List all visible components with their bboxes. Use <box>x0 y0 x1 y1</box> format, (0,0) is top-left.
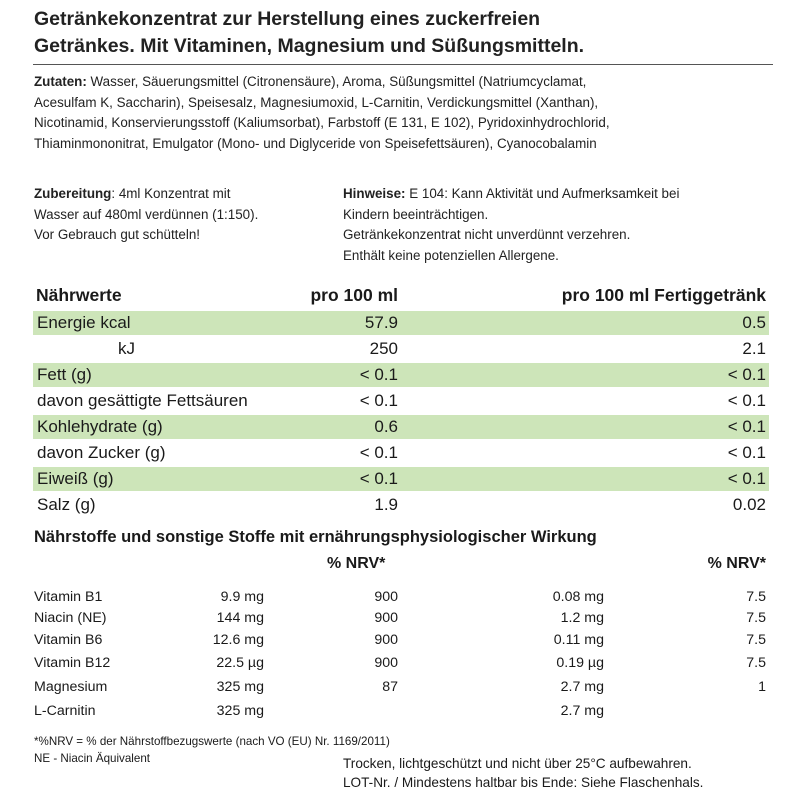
nutrition-row-value: 1.9 <box>374 495 398 514</box>
nutrient-name: Magnesium <box>34 679 108 695</box>
nutrient-nrv-drink: 7.5 <box>746 655 766 671</box>
nutrition-row-label: kJ <box>118 339 135 358</box>
notes-label: Hinweise: <box>343 186 406 201</box>
nutrition-row-label: Salz (g) <box>37 495 96 514</box>
nutrient-amount-drink: 1.2 mg <box>560 610 604 626</box>
preparation-line-1: : 4ml Konzentrat mit <box>111 186 231 201</box>
title-line-1: Getränkekonzentrat zur Herstellung eines… <box>34 8 541 30</box>
nutrition-row-label: Fett (g) <box>37 365 92 384</box>
nutrient-name: Vitamin B12 <box>34 655 111 671</box>
nutrient-amount: 9.9 mg <box>220 589 264 605</box>
nutrient-nrv-drink: 7.5 <box>746 610 766 626</box>
nutrient-nrv: 900 <box>374 632 398 648</box>
nutrient-nrv-drink: 1 <box>758 679 766 695</box>
nutrient-name: Vitamin B1 <box>34 589 103 605</box>
nutrient-amount: 325 mg <box>216 679 264 695</box>
ingredients-line-2: Acesulfam K, Saccharin), Speisesalz, Mag… <box>34 94 599 110</box>
notes-line-4: Enthält keine potenziellen Allergene. <box>343 247 559 263</box>
nutrient-nrv: 900 <box>374 610 398 626</box>
nutrient-nrv: 87 <box>382 679 398 695</box>
footnote-ne: NE - Niacin Äquivalent <box>34 752 150 765</box>
ingredients-line-4: Thiaminmononitrat, Emulgator (Mono- und … <box>34 135 597 151</box>
nutrition-row-highlight <box>33 363 769 387</box>
nutrient-nrv-drink: 7.5 <box>746 632 766 648</box>
nutrient-name: Niacin (NE) <box>34 610 107 626</box>
nutrition-row-value-drink: < 0.1 <box>727 443 766 462</box>
ingredients-label: Zutaten: <box>34 74 87 89</box>
ingredients-line-1: Wasser, Säuerungsmittel (Citronensäure),… <box>86 74 587 89</box>
nutrient-nrv-drink: 7.5 <box>746 589 766 605</box>
nutrition-row-highlight <box>33 311 769 335</box>
nutrition-row-value-drink: 0.02 <box>732 495 766 514</box>
preparation-line-2: Wasser auf 480ml verdünnen (1:150). <box>34 206 259 222</box>
nutrition-row-value-drink: < 0.1 <box>727 365 766 384</box>
nutrition-header-label: Nährwerte <box>36 285 122 305</box>
title-line-2: Getränkes. Mit Vitaminen, Magnesium und … <box>34 35 585 57</box>
nutrition-row-value-drink: < 0.1 <box>727 417 766 436</box>
notes-line-2: Kindern beeinträchtigen. <box>343 206 489 222</box>
preparation-line-3: Vor Gebrauch gut schütteln! <box>34 227 200 242</box>
nutrient-amount-drink: 0.19 µg <box>556 655 604 671</box>
nutrition-header-per100: pro 100 ml <box>310 285 398 305</box>
nutrition-row-label: Kohlehydrate (g) <box>37 417 163 436</box>
title-divider <box>33 64 773 65</box>
nutrition-row-label: Energie kcal <box>37 313 131 332</box>
nutrition-row-value-drink: < 0.1 <box>727 391 766 410</box>
ingredients-block: Zutaten: Wasser, Säuerungsmittel (Citron… <box>34 72 774 154</box>
nutrient-amount-drink: 2.7 mg <box>560 703 604 719</box>
nutrient-amount: 22.5 µg <box>216 655 264 671</box>
ingredients-line-3: Nicotinamid, Konservierungsstoff (Kalium… <box>34 115 610 130</box>
nutrient-amount: 144 mg <box>216 610 264 626</box>
nutrient-amount-drink: 2.7 mg <box>560 679 604 695</box>
nutrition-row-label: davon gesättigte Fettsäuren <box>37 391 248 410</box>
nrv-header-drink: % NRV* <box>707 555 766 572</box>
nutrition-row-value: < 0.1 <box>359 365 398 384</box>
nutrient-amount: 12.6 mg <box>212 632 264 648</box>
nutrition-row-value: < 0.1 <box>359 443 398 462</box>
nrv-header-concentrate: % NRV* <box>327 555 386 572</box>
nutrition-row-value-drink: 0.5 <box>742 313 766 332</box>
nutrition-row-label: Eiweiß (g) <box>37 469 114 488</box>
nutrient-amount-drink: 0.08 mg <box>552 589 604 605</box>
notes-line-1: E 104: Kann Aktivität und Aufmerksamkeit… <box>405 186 680 201</box>
nutrients-section-title: Nährstoffe und sonstige Stoffe mit ernäh… <box>34 528 597 546</box>
nutrient-amount: 325 mg <box>216 703 264 719</box>
nutrient-nrv: 900 <box>374 655 398 671</box>
product-title: Getränkekonzentrat zur Herstellung eines… <box>34 6 794 60</box>
nutrition-row-value: 250 <box>369 339 398 358</box>
storage-line-1: Trocken, lichtgeschützt und nicht über 2… <box>343 756 692 771</box>
nutrition-row-value: 57.9 <box>364 313 398 332</box>
nutrition-header-per100-drink: pro 100 ml Fertiggetränk <box>561 285 766 305</box>
nutrition-row-value: < 0.1 <box>359 391 398 410</box>
preparation-label: Zubereitung <box>34 186 112 201</box>
nutrient-nrv: 900 <box>374 589 398 605</box>
nutrition-row-value: < 0.1 <box>359 469 398 488</box>
nutrition-row-highlight <box>33 415 769 439</box>
notes-block: Hinweise: E 104: Kann Aktivität und Aufm… <box>343 184 783 266</box>
nutrition-row-value-drink: < 0.1 <box>727 469 766 488</box>
footnote-nrv: *%NRV = % der Nährstoffbezugswerte (nach… <box>34 735 390 748</box>
nutrient-name: Vitamin B6 <box>34 632 103 648</box>
nutrition-row-value-drink: 2.1 <box>742 339 766 358</box>
nutrient-amount-drink: 0.11 mg <box>553 632 604 648</box>
preparation-block: Zubereitung: 4ml Konzentrat mit Wasser a… <box>34 184 324 246</box>
nutrient-name: L-Carnitin <box>34 703 96 719</box>
storage-line-2: LOT-Nr. / Mindestens haltbar bis Ende: S… <box>343 775 704 790</box>
nutrition-row-highlight <box>33 467 769 491</box>
notes-line-3: Getränkekonzentrat nicht unverdünnt verz… <box>343 227 631 242</box>
nutrition-row-value: 0.6 <box>374 417 398 436</box>
nutrition-row-label: davon Zucker (g) <box>37 443 166 462</box>
